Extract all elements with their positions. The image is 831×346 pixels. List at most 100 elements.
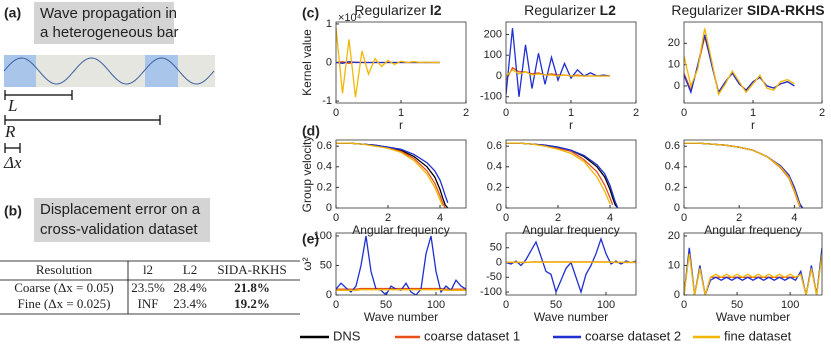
axes-box xyxy=(335,139,467,209)
series-line: fine dataset xyxy=(336,27,440,98)
y-tick-label: -50 xyxy=(486,271,502,283)
y-tick-label: 100 xyxy=(314,230,332,242)
x-axis-label: Angular frequency xyxy=(352,223,449,237)
y-tick-label: -1 xyxy=(322,95,332,107)
caption: cross-validation dataset xyxy=(40,221,198,238)
series-line: fine dataset xyxy=(336,289,466,291)
x-tick-label: 100 xyxy=(781,299,799,311)
x-tick-label: 0 xyxy=(503,107,509,119)
panel-label: (e) xyxy=(302,231,319,247)
y-tick-label: 200 xyxy=(484,28,502,40)
y-axis-label: Kernel value xyxy=(300,29,314,96)
bar-illustration xyxy=(3,55,215,87)
panel-label: (b) xyxy=(4,203,22,219)
panel-label: (d) xyxy=(302,123,320,139)
cell: 21.8% xyxy=(234,280,270,295)
x-tick-label: 4 xyxy=(791,212,797,224)
x-tick-label: 2 xyxy=(736,212,742,224)
series-line: coarse dataset 2 xyxy=(506,236,636,295)
cell: 19.2% xyxy=(234,296,270,311)
y-tick-label: 10 xyxy=(668,259,680,271)
axes-box xyxy=(335,232,467,296)
bar-segment xyxy=(4,55,36,87)
y-tick-label: -100 xyxy=(480,91,502,103)
cell: INF xyxy=(138,296,159,311)
x-tick-label: 2 xyxy=(633,107,639,119)
x-axis-label: Angular frequency xyxy=(704,223,801,237)
wave xyxy=(3,57,215,85)
caption-box xyxy=(34,2,174,44)
length-bars xyxy=(4,90,161,153)
x-tick-label: 1 xyxy=(568,107,574,119)
series-line: DNS xyxy=(506,142,619,208)
x-tick-label: 0 xyxy=(681,299,687,311)
y-tick-label: 0.2 xyxy=(665,181,680,193)
y-tick-label: 0 xyxy=(326,289,332,301)
x-tick-label: 1 xyxy=(398,107,404,119)
x-axis-label: Wave number xyxy=(716,310,790,324)
x-tick-label: 50 xyxy=(380,299,392,311)
axes-box xyxy=(505,139,637,209)
panel-label: (a) xyxy=(4,5,21,21)
series-line: DNS xyxy=(336,142,449,208)
series-line: coarse dataset 2 xyxy=(684,34,795,95)
series-line: fine dataset xyxy=(684,142,801,207)
series-line: coarse dataset 1 xyxy=(684,142,801,208)
series-line: coarse dataset 1 xyxy=(336,287,466,290)
series-line: fine dataset xyxy=(684,28,795,97)
bar-segment xyxy=(145,55,178,87)
series-line: coarse dataset 2 xyxy=(506,28,611,97)
panel-label: (c) xyxy=(302,5,319,21)
title-bold: SIDA-RKHS xyxy=(747,2,825,18)
y-tick-label: 0.4 xyxy=(487,161,502,173)
x-tick-label: 0 xyxy=(681,212,687,224)
x-tick-label: 0 xyxy=(503,212,509,224)
x-tick-label: 4 xyxy=(437,212,443,224)
y-tick-label: 0 xyxy=(674,80,680,92)
y-tick-label: 0.6 xyxy=(665,140,680,152)
legend-label: coarse dataset 1 xyxy=(424,328,520,343)
y-tick-label: 1 xyxy=(326,18,332,30)
x-axis-label: Wave number xyxy=(364,310,438,324)
header-cell: Resolution xyxy=(36,262,93,277)
y-tick-label: 0.6 xyxy=(317,140,332,152)
column-title: Regularizer SIDA-RKHS xyxy=(671,2,824,18)
title-bold: L2 xyxy=(600,2,617,18)
table-rules xyxy=(0,260,300,315)
header-cell: SIDA-RKHS xyxy=(217,262,286,277)
title-prefix: Regularizer xyxy=(671,2,743,18)
y-tick-label: 10 xyxy=(668,59,680,71)
title-prefix: Regularizer xyxy=(354,2,426,18)
x-tick-label: 2 xyxy=(463,107,469,119)
caption: Wave propagation in xyxy=(40,5,177,22)
y-tick-label: 0 xyxy=(496,256,502,268)
axes-box xyxy=(683,139,823,209)
series-line: coarse dataset 2 xyxy=(506,142,619,208)
x-tick-label: 2 xyxy=(819,107,825,119)
x-tick-label: 4 xyxy=(607,212,613,224)
x-tick-label: 50 xyxy=(731,299,743,311)
length-label: L xyxy=(7,96,17,115)
y-tick-label: 0 xyxy=(674,289,680,301)
cell: Fine (Δx = 0.025) xyxy=(18,296,111,311)
y-tick-label: 50 xyxy=(320,259,332,271)
series-line: coarse dataset 1 xyxy=(336,142,446,208)
cell: Coarse (Δx = 0.05) xyxy=(14,280,113,295)
y-tick-label: 0.4 xyxy=(317,161,332,173)
axes-box xyxy=(505,232,637,296)
y-tick-label: 0 xyxy=(326,202,332,214)
y-tick-label: 0.4 xyxy=(665,161,680,173)
y-tick-label: 20 xyxy=(668,230,680,242)
caption: Displacement error on a xyxy=(40,201,201,218)
series-line: coarse dataset 2 xyxy=(684,142,804,208)
x-tick-label: 0 xyxy=(333,107,339,119)
caption: a heterogeneous bar xyxy=(40,24,178,41)
y-tick-label: 0 xyxy=(496,70,502,82)
series-line: fine dataset xyxy=(336,142,444,207)
y-axis-label: Group velocity xyxy=(300,136,314,213)
series-line: fine dataset xyxy=(684,253,822,295)
x-axis-label: r xyxy=(569,118,573,132)
axes-box xyxy=(683,21,823,104)
y-axis-label: ω² xyxy=(300,257,314,270)
